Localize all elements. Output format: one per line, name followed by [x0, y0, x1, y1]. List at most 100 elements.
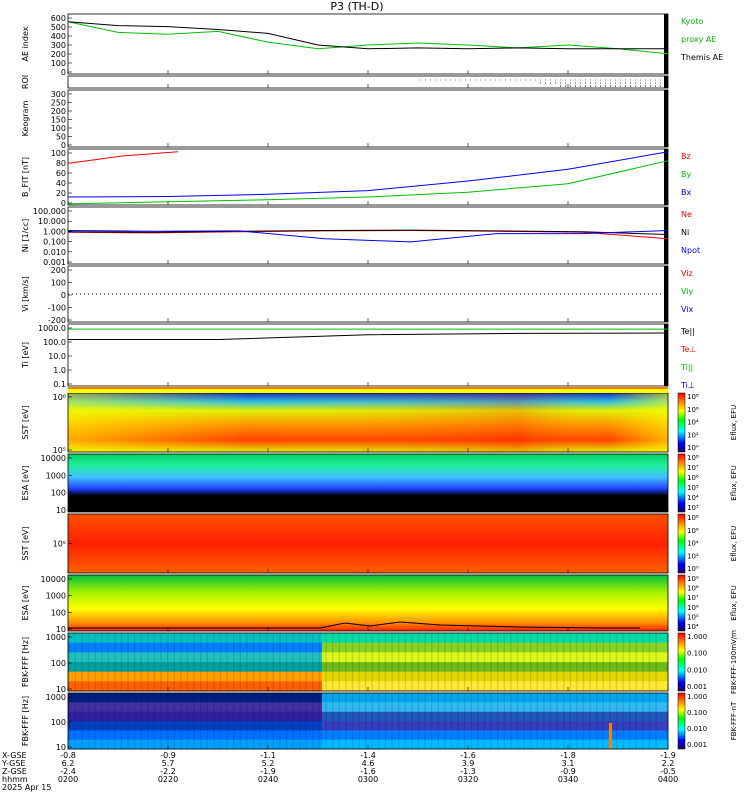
x-row-label: 2025 Apr 15 [2, 783, 51, 792]
fbk-stripe [503, 693, 505, 749]
fbk-stripe [457, 693, 459, 749]
fbk-stripe [160, 693, 162, 749]
fbk-stripe [272, 693, 274, 749]
colorbar-tick: 10⁶ [687, 527, 699, 535]
y-tick-label: 40 [56, 179, 66, 188]
fbk-stripe [622, 693, 624, 749]
fbk-stripe [424, 693, 426, 749]
fbk-stripe [516, 633, 519, 691]
fbk-stripe [120, 633, 123, 691]
x-column-value: 3.1 [562, 759, 575, 768]
fbk-stripe [404, 633, 406, 691]
fbk-stripe [272, 633, 274, 691]
y-axis-label: Ni [1/cc] [21, 219, 30, 253]
fbk-stripe [200, 633, 202, 691]
colorbar-tick: 10⁶ [687, 474, 699, 482]
y-tick-label: 80 [56, 159, 66, 168]
fbk-stripe [497, 633, 499, 691]
y-tick-label: 0 [61, 68, 66, 77]
fbk-stripe [259, 693, 261, 749]
fbk-stripe [497, 693, 499, 749]
series-group-ae [67, 21, 669, 55]
fbk-stripe [490, 693, 492, 749]
y-tick-label: 100 [51, 59, 66, 68]
fbk-stripe [266, 693, 268, 749]
fbk-stripe [193, 693, 195, 749]
colorbar-tick: 10⁰ [687, 565, 699, 573]
y-tick-label: 10 [56, 685, 66, 694]
fbk-stripe [332, 693, 334, 749]
spectrogram-overlay [68, 393, 668, 452]
fbk-stripe [543, 693, 545, 749]
fbk-stripe [483, 633, 486, 691]
colorbar-label: FBK-FFF-100mV/m [730, 630, 738, 694]
fbk-stripe [371, 633, 373, 691]
y-tick-label: 300 [51, 90, 66, 99]
fbk-band-right [322, 711, 668, 722]
y-tick-label: 100.0 [43, 338, 66, 347]
fbk-stripe [648, 633, 651, 691]
fbk-stripe [582, 633, 585, 691]
y-tick-label: 10000 [41, 454, 66, 463]
y-tick-label: 100.000 [33, 207, 66, 216]
fbk-stripe [101, 693, 103, 749]
y-axis-label: FBK-FFF [Hz] [21, 637, 30, 687]
x-column-value: 0320 [458, 775, 478, 784]
fbk-stripe [68, 693, 70, 749]
x-column-value: -0.9 [160, 751, 176, 760]
fbk-stripe [127, 633, 129, 691]
fbk-stripe [464, 693, 466, 749]
fbk-stripe [153, 633, 156, 691]
x-column-value: 0340 [558, 775, 578, 784]
colorbar [677, 692, 686, 750]
legend-entry: Ni [681, 228, 689, 237]
y-tick-label: 250 [51, 99, 66, 108]
fbk-band-right [322, 693, 668, 703]
fbk-stripe [431, 633, 433, 691]
panel-roi: ROI [21, 75, 669, 89]
colorbar-tick: 10⁵ [687, 613, 699, 621]
y-tick-label: 200 [51, 266, 66, 275]
spectrogram-esa_i [68, 454, 668, 512]
x-column-value: -1.9 [660, 751, 676, 760]
fbk-stripe [576, 693, 578, 749]
legend-entry: Bz [681, 152, 691, 161]
fbk-stripe [213, 633, 215, 691]
y-tick-label: 400 [51, 32, 66, 41]
y-tick-label: 0.010 [43, 248, 66, 257]
fbk-stripe [378, 633, 380, 691]
panel-frame [67, 89, 669, 148]
x-column-value: -0.9 [560, 767, 576, 776]
fbk-band-right [322, 681, 668, 692]
fbk-stripe [556, 633, 558, 691]
y-tick-label: 1000 [46, 471, 66, 480]
fbk-stripe [648, 693, 651, 749]
fbk-stripe [338, 633, 340, 691]
top-strip [68, 387, 668, 393]
colorbar-label: FBK-FFF-nT [730, 701, 738, 740]
fbk-stripe [338, 693, 340, 749]
x-column-value: 0240 [258, 775, 278, 784]
legend-entry: Vix [681, 305, 694, 314]
x-row-label: Z-GSE [2, 767, 27, 776]
fbk-stripe [371, 693, 373, 749]
fbk-stripe [602, 693, 604, 749]
series-line [67, 21, 669, 55]
fbk-band-right [322, 721, 668, 731]
x-column-value: 4.6 [362, 759, 375, 768]
panel-esa_i: 10⁸ 10⁷ 10⁶ 10⁵ 10⁴ 10³ Eflux, EFU 10000 1000 100… [21, 453, 738, 515]
y-tick-label: 200 [51, 50, 66, 59]
y-axis-label: SST [eV] [21, 405, 30, 439]
fbk-stripe [134, 633, 136, 691]
fbk-stripe [358, 633, 360, 691]
fbk-stripe [576, 633, 578, 691]
fbk-stripe [94, 633, 96, 691]
y-tick-label: -100 [48, 304, 66, 313]
y-axis-label: B_FIT [nT] [21, 157, 30, 197]
x-row-label: Y-GSE [1, 759, 25, 768]
fbk-stripe [450, 633, 453, 691]
fbk-stripe [81, 633, 83, 691]
x-column-value: -0.8 [60, 751, 76, 760]
panel-vi: 200 100 0 -100 -200 Vi [km/s] Viz Viy Vix [21, 265, 694, 325]
